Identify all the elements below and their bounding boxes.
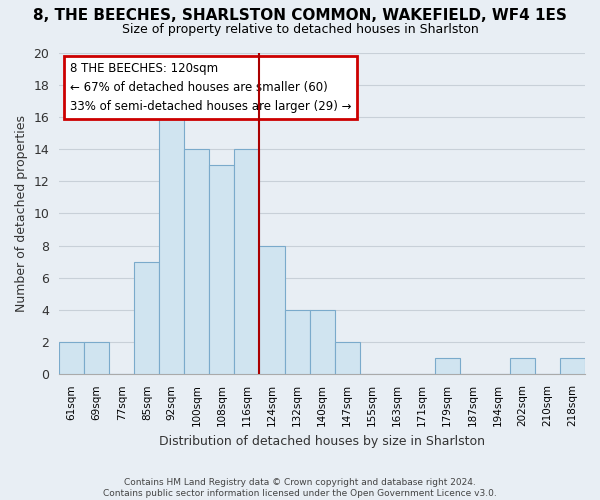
Bar bbox=[259, 246, 284, 374]
Bar bbox=[160, 117, 184, 374]
Bar bbox=[84, 342, 109, 374]
Bar bbox=[510, 358, 535, 374]
Bar bbox=[435, 358, 460, 374]
Bar bbox=[335, 342, 359, 374]
Text: Size of property relative to detached houses in Sharlston: Size of property relative to detached ho… bbox=[122, 22, 478, 36]
Text: Contains HM Land Registry data © Crown copyright and database right 2024.
Contai: Contains HM Land Registry data © Crown c… bbox=[103, 478, 497, 498]
Bar bbox=[209, 165, 235, 374]
Bar bbox=[235, 149, 259, 374]
Bar bbox=[184, 149, 209, 374]
Bar bbox=[284, 310, 310, 374]
X-axis label: Distribution of detached houses by size in Sharlston: Distribution of detached houses by size … bbox=[159, 434, 485, 448]
Y-axis label: Number of detached properties: Number of detached properties bbox=[15, 115, 28, 312]
Bar bbox=[310, 310, 335, 374]
Bar bbox=[560, 358, 585, 374]
Text: 8 THE BEECHES: 120sqm
← 67% of detached houses are smaller (60)
33% of semi-deta: 8 THE BEECHES: 120sqm ← 67% of detached … bbox=[70, 62, 351, 113]
Bar bbox=[59, 342, 84, 374]
Text: 8, THE BEECHES, SHARLSTON COMMON, WAKEFIELD, WF4 1ES: 8, THE BEECHES, SHARLSTON COMMON, WAKEFI… bbox=[33, 8, 567, 22]
Bar bbox=[134, 262, 160, 374]
